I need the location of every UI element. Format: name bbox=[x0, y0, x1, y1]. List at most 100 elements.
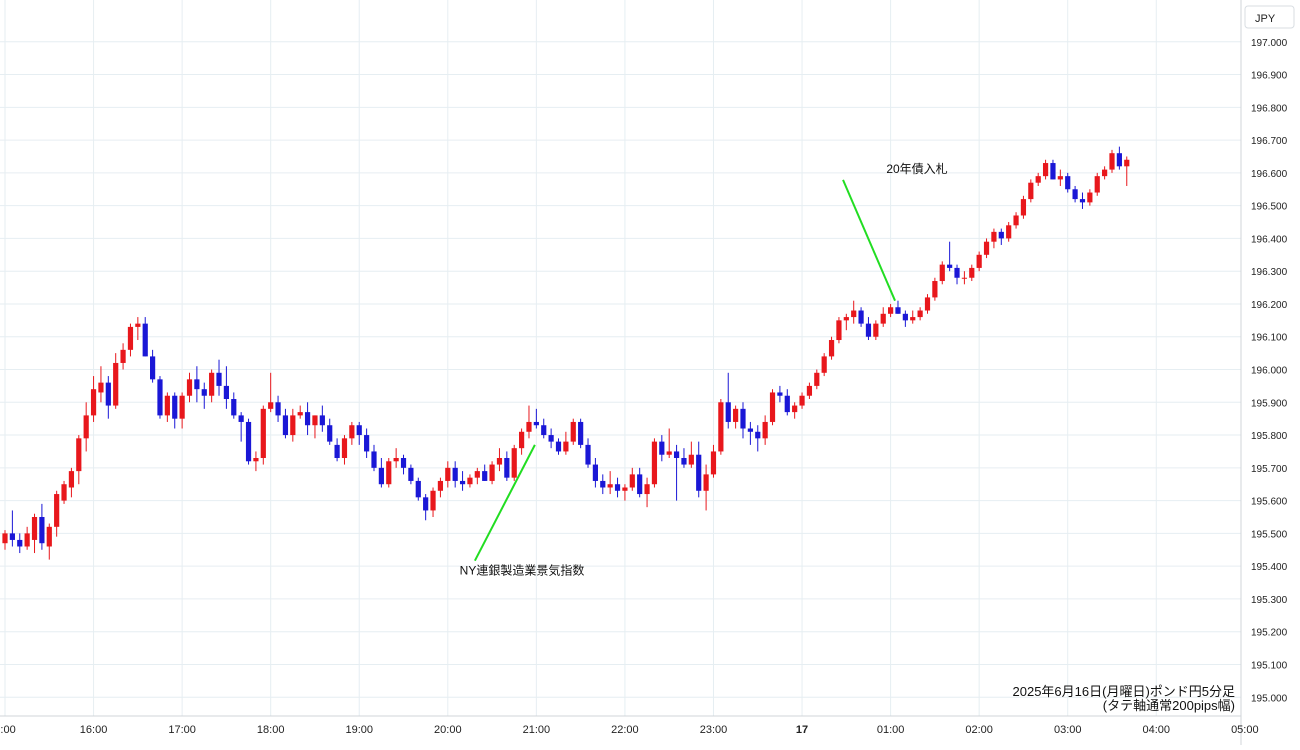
candle-body bbox=[1102, 169, 1108, 177]
candle-body bbox=[319, 415, 325, 426]
candle bbox=[548, 428, 554, 449]
candle-body bbox=[290, 415, 296, 436]
candle-body bbox=[755, 431, 761, 439]
candle-body bbox=[1072, 189, 1078, 200]
candle bbox=[858, 307, 864, 327]
candle bbox=[792, 402, 798, 419]
candle bbox=[555, 438, 562, 455]
time-tick-label: 22:00 bbox=[611, 724, 639, 736]
candle bbox=[46, 523, 52, 560]
candle bbox=[777, 385, 783, 403]
candle bbox=[76, 435, 82, 485]
candle-body bbox=[304, 412, 311, 426]
time-tick-label: 23:00 bbox=[700, 724, 728, 736]
candle-body bbox=[651, 441, 658, 485]
price-tick-label: 195.800 bbox=[1251, 431, 1288, 442]
candle bbox=[644, 477, 650, 508]
candle bbox=[430, 487, 436, 517]
candle bbox=[1013, 212, 1019, 229]
candle bbox=[976, 251, 982, 272]
candle bbox=[600, 474, 606, 495]
candle-body bbox=[947, 264, 953, 268]
candle-body bbox=[260, 408, 266, 459]
candle-body bbox=[762, 421, 768, 439]
time-tick-label: 17:00 bbox=[168, 724, 196, 736]
candle-body bbox=[541, 425, 547, 436]
candle bbox=[9, 510, 15, 547]
candle-body bbox=[725, 402, 731, 422]
candle-body bbox=[113, 362, 119, 406]
candle bbox=[821, 353, 827, 377]
candle-body bbox=[555, 441, 562, 452]
candle-body bbox=[445, 467, 451, 481]
candle-body bbox=[563, 441, 569, 452]
candle-body bbox=[851, 310, 857, 318]
candle-body bbox=[533, 421, 539, 426]
candle bbox=[814, 369, 820, 390]
candle bbox=[740, 402, 746, 439]
candle bbox=[341, 435, 348, 465]
candle-body bbox=[142, 323, 148, 357]
candle-body bbox=[61, 484, 67, 501]
candle-body bbox=[961, 277, 967, 279]
candle-body bbox=[2, 533, 8, 544]
candle bbox=[954, 264, 960, 285]
candle bbox=[312, 415, 318, 439]
candle bbox=[696, 441, 702, 498]
candle-body bbox=[327, 425, 333, 442]
candle-body bbox=[504, 458, 510, 478]
candle bbox=[1124, 156, 1130, 186]
candle-body bbox=[364, 435, 370, 452]
candle bbox=[1020, 195, 1027, 219]
candle bbox=[459, 471, 466, 491]
candle bbox=[762, 415, 768, 445]
candle-body bbox=[718, 402, 724, 452]
time-tick-label: 19:00 bbox=[345, 724, 373, 736]
candle-body bbox=[917, 310, 923, 318]
candle-body bbox=[68, 471, 75, 488]
candle bbox=[437, 477, 444, 498]
candle-body bbox=[1116, 153, 1122, 167]
candle bbox=[902, 310, 908, 327]
candle-body bbox=[792, 405, 798, 413]
candle-body bbox=[1087, 192, 1093, 203]
candle bbox=[17, 533, 23, 554]
candle-body bbox=[268, 402, 274, 409]
candle bbox=[622, 484, 628, 501]
candle bbox=[917, 307, 923, 321]
candle bbox=[142, 317, 148, 357]
candle bbox=[1035, 172, 1041, 186]
candle bbox=[1102, 166, 1108, 180]
price-tick-label: 196.400 bbox=[1251, 234, 1288, 245]
candle-body bbox=[467, 477, 473, 485]
candle-body bbox=[17, 539, 23, 547]
candle-body bbox=[201, 389, 207, 396]
time-axis: 5:00 16:00 17:00 18:00 19:00 20:00 21:00 22:00 2… bbox=[0, 724, 1259, 736]
candle-body bbox=[932, 281, 938, 298]
candle bbox=[452, 461, 458, 488]
price-tick-label: 196.000 bbox=[1251, 366, 1288, 377]
currency-badge[interactable] bbox=[1244, 5, 1295, 29]
candle bbox=[364, 428, 370, 459]
candle bbox=[275, 395, 281, 422]
candle bbox=[90, 376, 97, 422]
candle bbox=[607, 471, 613, 495]
candle bbox=[629, 467, 635, 491]
candle-body bbox=[496, 458, 503, 465]
candle bbox=[105, 376, 111, 419]
currency-label: JPY bbox=[1255, 13, 1276, 25]
candle-body bbox=[836, 320, 842, 341]
candle bbox=[216, 359, 222, 396]
candle-body bbox=[1042, 163, 1049, 177]
candle-body bbox=[150, 356, 156, 380]
candle-body bbox=[349, 425, 355, 439]
candle bbox=[408, 464, 414, 485]
candle bbox=[932, 277, 938, 301]
candle-body bbox=[910, 317, 916, 321]
candle bbox=[983, 238, 990, 259]
time-tick-label: 17 bbox=[796, 724, 808, 736]
candle-body bbox=[157, 379, 163, 416]
candle bbox=[659, 435, 665, 462]
candle-body bbox=[334, 444, 340, 459]
